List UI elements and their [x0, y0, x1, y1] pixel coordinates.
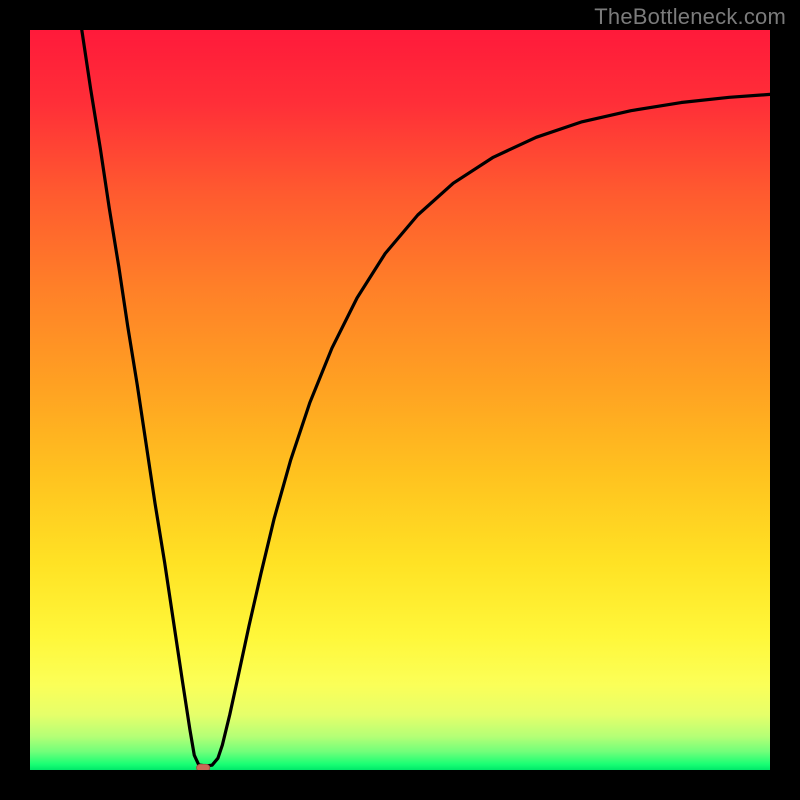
plot-area	[30, 30, 770, 770]
minimum-marker	[197, 764, 210, 770]
plot-svg	[30, 30, 770, 770]
watermark-text: TheBottleneck.com	[594, 4, 786, 30]
chart-stage: TheBottleneck.com	[0, 0, 800, 800]
